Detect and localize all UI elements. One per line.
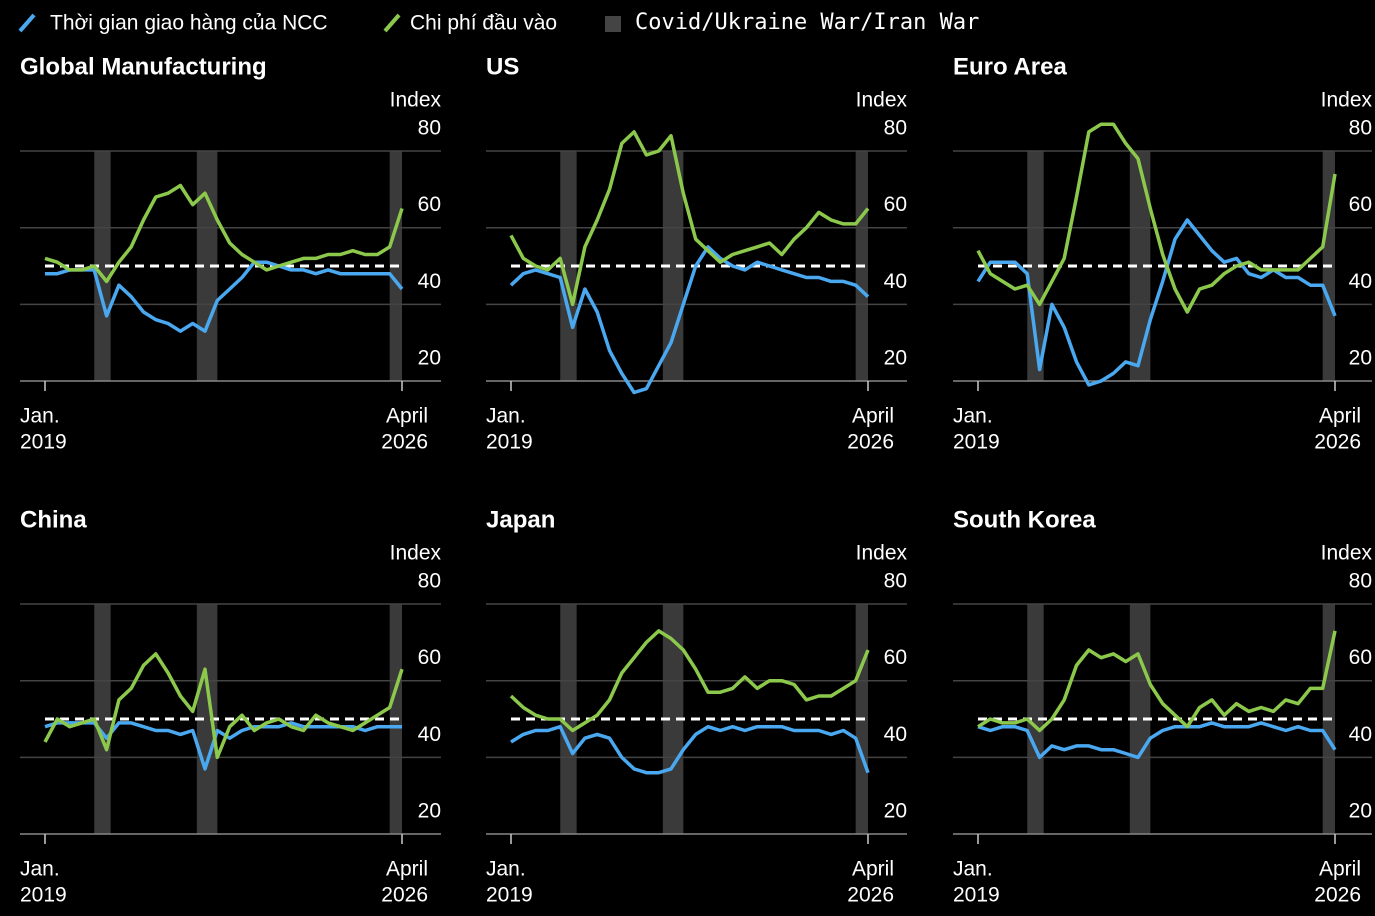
legend-swatch bbox=[18, 13, 36, 33]
shaded-period bbox=[196, 604, 218, 835]
x-tick-label: Jan. bbox=[486, 405, 526, 428]
series-line bbox=[43, 652, 404, 760]
y-axis-label: Index bbox=[856, 89, 908, 112]
series-line bbox=[976, 122, 1337, 314]
x-tick-label: April bbox=[1319, 858, 1361, 881]
y-tick-label: 40 bbox=[884, 270, 907, 293]
chart-title: Japan bbox=[486, 506, 555, 533]
y-tick-label: 40 bbox=[418, 270, 441, 293]
x-tick-label: April bbox=[1319, 405, 1361, 428]
y-axis-label: Index bbox=[390, 542, 442, 565]
y-tick-label: 40 bbox=[884, 723, 907, 746]
series-line bbox=[509, 130, 870, 307]
x-tick-label: 2019 bbox=[20, 431, 67, 454]
legend-label: Covid/Ukraine War/Iran War bbox=[635, 10, 979, 35]
y-tick-label: 80 bbox=[418, 117, 441, 140]
x-tick-label: 2019 bbox=[953, 431, 1000, 454]
x-tick-label: April bbox=[386, 405, 428, 428]
y-tick-label: 60 bbox=[418, 646, 441, 669]
y-tick-label: 80 bbox=[884, 117, 907, 140]
series-line bbox=[44, 183, 404, 284]
y-tick-label: 60 bbox=[1349, 193, 1372, 216]
y-axis-label: Index bbox=[390, 89, 442, 112]
series-line bbox=[977, 721, 1337, 760]
y-tick-label: 20 bbox=[418, 800, 441, 823]
series-line bbox=[977, 630, 1337, 733]
chart-title: South Korea bbox=[953, 506, 1096, 533]
y-tick-label: 40 bbox=[418, 723, 441, 746]
shaded-period bbox=[1129, 151, 1151, 382]
shaded-period bbox=[94, 604, 111, 835]
shaded-period bbox=[94, 151, 111, 382]
y-tick-label: 80 bbox=[1349, 117, 1372, 140]
y-tick-label: 20 bbox=[884, 800, 907, 823]
x-tick-label: 2019 bbox=[486, 431, 533, 454]
y-tick-label: 40 bbox=[1349, 723, 1372, 746]
x-tick-label: April bbox=[852, 405, 894, 428]
y-tick-label: 60 bbox=[418, 193, 441, 216]
y-tick-label: 80 bbox=[418, 570, 441, 593]
x-tick-label: April bbox=[852, 858, 894, 881]
legend-label: Thời gian giao hàng của NCC bbox=[50, 12, 328, 35]
x-tick-label: 2019 bbox=[953, 884, 1000, 907]
x-tick-label: 2026 bbox=[847, 431, 894, 454]
x-tick-label: 2026 bbox=[381, 431, 428, 454]
x-tick-label: 2026 bbox=[1314, 884, 1361, 907]
chart-title: China bbox=[20, 506, 87, 533]
x-tick-label: 2019 bbox=[20, 884, 67, 907]
y-tick-label: 60 bbox=[1349, 646, 1372, 669]
y-tick-label: 20 bbox=[1349, 800, 1372, 823]
x-tick-label: 2026 bbox=[381, 884, 428, 907]
legend-swatch bbox=[605, 16, 621, 32]
chart-title: Global Manufacturing bbox=[20, 53, 267, 80]
x-tick-label: 2026 bbox=[847, 884, 894, 907]
y-tick-label: 40 bbox=[1349, 270, 1372, 293]
y-tick-label: 20 bbox=[884, 347, 907, 370]
x-tick-label: Jan. bbox=[953, 405, 993, 428]
shaded-period bbox=[662, 604, 684, 835]
y-axis-label: Index bbox=[1321, 89, 1373, 112]
series-line bbox=[509, 629, 870, 733]
y-tick-label: 80 bbox=[1349, 570, 1372, 593]
legend-label: Chi phí đầu vào bbox=[410, 12, 557, 35]
y-tick-label: 60 bbox=[884, 193, 907, 216]
x-tick-label: Jan. bbox=[953, 858, 993, 881]
series-line bbox=[510, 724, 870, 775]
series-line bbox=[45, 260, 404, 333]
x-tick-label: Jan. bbox=[486, 858, 526, 881]
series-line bbox=[509, 245, 870, 395]
x-tick-label: Jan. bbox=[20, 858, 60, 881]
x-tick-label: 2019 bbox=[486, 884, 533, 907]
shaded-period bbox=[1027, 604, 1044, 835]
y-tick-label: 60 bbox=[884, 646, 907, 669]
y-axis-label: Index bbox=[856, 542, 908, 565]
x-tick-label: April bbox=[386, 858, 428, 881]
chart-title: US bbox=[486, 53, 519, 80]
shaded-period bbox=[1129, 604, 1151, 835]
chart-title: Euro Area bbox=[953, 53, 1067, 80]
shaded-period bbox=[1027, 151, 1044, 382]
x-tick-label: Jan. bbox=[20, 405, 60, 428]
x-tick-label: 2026 bbox=[1314, 431, 1361, 454]
y-axis-label: Index bbox=[1321, 542, 1373, 565]
y-tick-label: 20 bbox=[1349, 347, 1372, 370]
y-tick-label: 20 bbox=[418, 347, 441, 370]
y-tick-label: 80 bbox=[884, 570, 907, 593]
legend-swatch bbox=[383, 13, 401, 33]
shaded-period bbox=[560, 604, 577, 835]
